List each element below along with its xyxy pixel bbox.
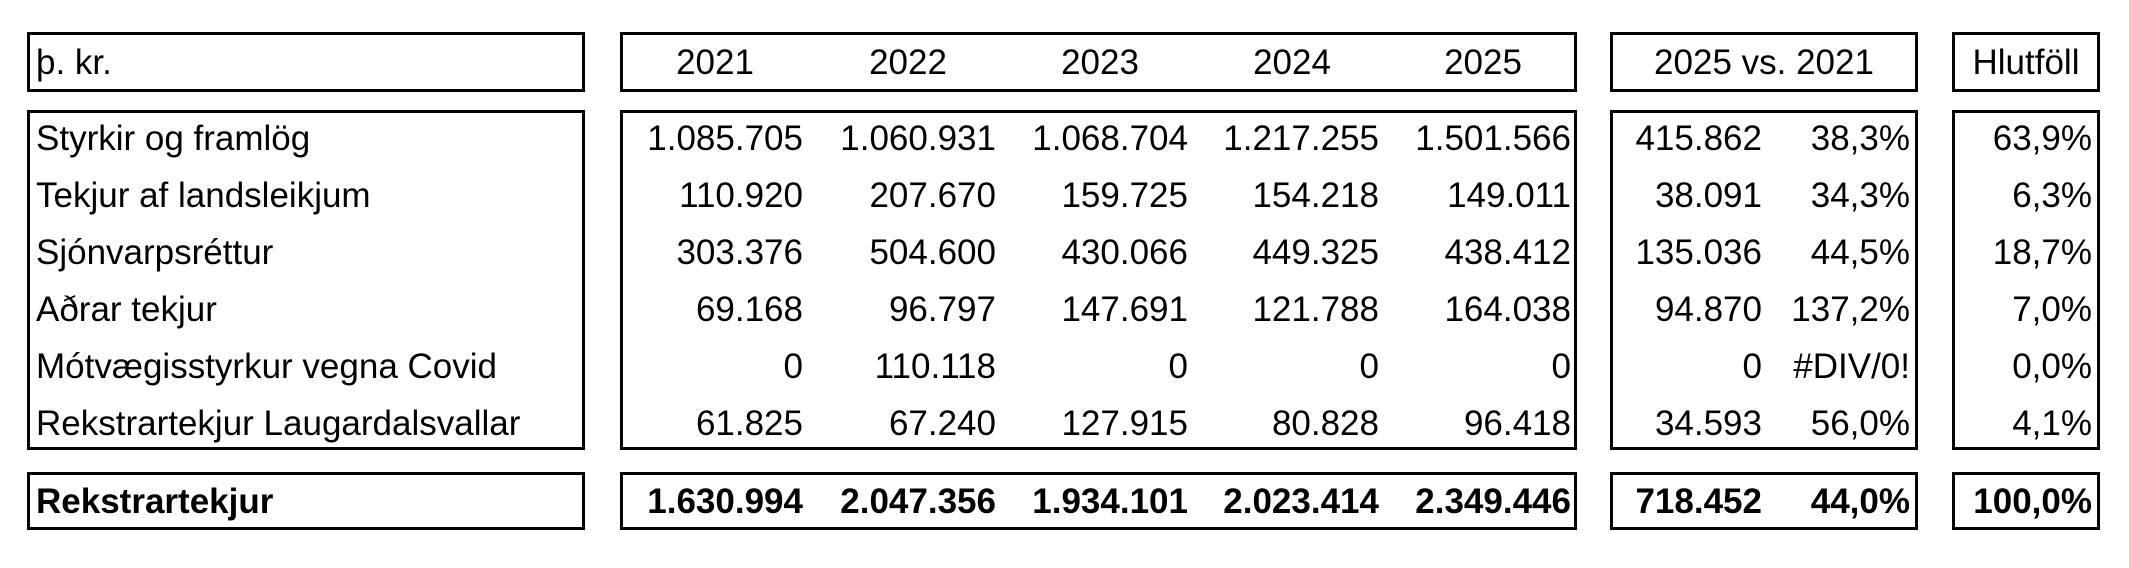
body-comparison-box [1610, 110, 1918, 450]
row-value-2021: 303.376 [676, 233, 803, 272]
row-pct: 137,2% [1791, 290, 1910, 329]
row-pct: 34,3% [1810, 176, 1910, 215]
total-label: Rekstrartekjur [36, 482, 274, 521]
row-value-2022: 96.797 [888, 290, 996, 329]
total-value-2025: 2.349.446 [1415, 482, 1571, 521]
row-value-2022: 67.240 [888, 404, 996, 443]
row-value-2025: 0 [1551, 347, 1571, 386]
year-header-2025: 2025 [1444, 43, 1522, 82]
row-label: Styrkir og framlög [36, 119, 311, 158]
row-value-2025: 149.011 [1447, 176, 1571, 215]
row-diff: 415.862 [1635, 119, 1762, 158]
body-share-box [1952, 110, 2100, 450]
row-label: Aðrar tekjur [36, 290, 217, 329]
unit-label: þ. kr. [36, 43, 112, 82]
row-value-2025: 438.412 [1444, 233, 1571, 272]
row-value-2024: 154.218 [1252, 176, 1379, 215]
row-value-2021: 0 [783, 347, 803, 386]
row-diff: 135.036 [1635, 233, 1762, 272]
row-value-2021: 110.920 [679, 176, 803, 215]
year-header-2022: 2022 [869, 43, 947, 82]
row-share: 6,3% [2012, 176, 2092, 215]
row-value-2023: 0 [1168, 347, 1188, 386]
total-diff: 718.452 [1635, 482, 1762, 521]
total-share: 100,0% [1973, 482, 2092, 521]
total-years-box [620, 472, 1577, 530]
header-comparison-box [1610, 32, 1918, 92]
row-value-2021: 69.168 [695, 290, 803, 329]
total-value-2023: 1.934.101 [1032, 482, 1188, 521]
total-comparison-box [1610, 472, 1918, 530]
row-value-2023: 430.066 [1061, 233, 1188, 272]
row-share: 63,9% [1992, 119, 2092, 158]
total-value-2021: 1.630.994 [647, 482, 803, 521]
row-value-2024: 449.325 [1252, 233, 1379, 272]
row-diff: 38.091 [1654, 176, 1762, 215]
row-pct: 44,5% [1810, 233, 1910, 272]
row-value-2024: 121.788 [1252, 290, 1379, 329]
body-label-box [27, 110, 585, 450]
row-value-2024: 0 [1359, 347, 1379, 386]
total-label-box [27, 472, 585, 530]
row-value-2022: 207.670 [869, 176, 996, 215]
row-value-2025: 164.038 [1444, 290, 1571, 329]
total-pct: 44,0% [1810, 482, 1910, 521]
row-pct: 38,3% [1810, 119, 1910, 158]
row-share: 0,0% [2012, 347, 2092, 386]
row-value-2023: 127.915 [1061, 404, 1188, 443]
year-header-2024: 2024 [1253, 43, 1331, 82]
row-pct: 56,0% [1810, 404, 1910, 443]
header-share-box [1952, 32, 2100, 92]
row-value-2023: 147.691 [1061, 290, 1188, 329]
header-years-box [620, 32, 1577, 92]
row-value-2021: 1.085.705 [647, 119, 803, 158]
row-share: 4,1% [2012, 404, 2092, 443]
row-value-2025: 1.501.566 [1415, 119, 1571, 158]
row-value-2022: 110.118 [874, 347, 996, 386]
total-value-2022: 2.047.356 [840, 482, 996, 521]
row-value-2025: 96.418 [1463, 404, 1571, 443]
row-value-2021: 61.825 [695, 404, 803, 443]
row-diff: 94.870 [1654, 290, 1762, 329]
row-value-2024: 1.217.255 [1223, 119, 1379, 158]
row-value-2023: 159.725 [1061, 176, 1188, 215]
body-years-box [620, 110, 1577, 450]
share-header: Hlutföll [1972, 43, 2080, 82]
row-label: Rekstrartekjur Laugardalsvallar [36, 404, 521, 443]
row-value-2023: 1.068.704 [1032, 119, 1188, 158]
year-header-2021: 2021 [676, 43, 754, 82]
row-diff: 0 [1742, 347, 1762, 386]
comparison-header: 2025 vs. 2021 [1654, 43, 1874, 82]
row-value-2022: 504.600 [869, 233, 996, 272]
row-share: 18,7% [1992, 233, 2092, 272]
row-label: Tekjur af landsleikjum [36, 176, 371, 215]
row-value-2022: 1.060.931 [840, 119, 996, 158]
total-value-2024: 2.023.414 [1223, 482, 1379, 521]
row-label: Mótvægisstyrkur vegna Covid [36, 347, 497, 386]
row-label: Sjónvarpsréttur [36, 233, 274, 272]
row-share: 7,0% [2012, 290, 2092, 329]
header-label-box [27, 32, 585, 92]
year-header-2023: 2023 [1061, 43, 1139, 82]
row-pct: #DIV/0! [1793, 347, 1910, 386]
row-diff: 34.593 [1654, 404, 1762, 443]
total-share-box [1952, 472, 2100, 530]
row-value-2024: 80.828 [1271, 404, 1379, 443]
